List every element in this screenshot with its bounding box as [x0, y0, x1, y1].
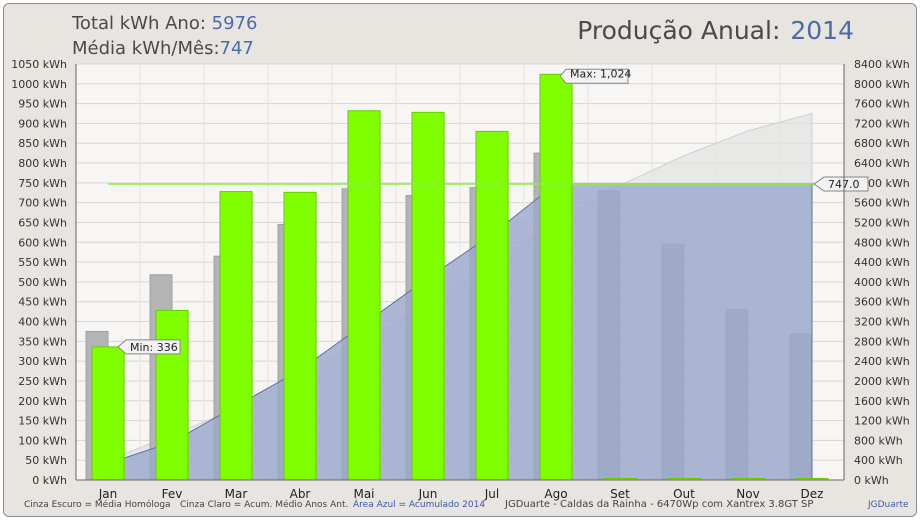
- x-tick-jul: Jul: [484, 487, 499, 501]
- total-kwh-value: 5976: [211, 13, 258, 34]
- y-left-tick: 750 kWh: [18, 177, 67, 190]
- y-right-tick: 4000 kWh: [854, 276, 910, 289]
- y-right-tick: 6400 kWh: [854, 157, 910, 170]
- y-left-tick: 1050 kWh: [11, 58, 67, 71]
- max-callout: [559, 68, 629, 84]
- y-right-tick: 3200 kWh: [854, 316, 910, 329]
- y-right-tick: 7200 kWh: [854, 117, 910, 130]
- y-left-tick: 600 kWh: [18, 236, 67, 249]
- green-bar-fev: [155, 309, 189, 481]
- legend-blue-area: Área Azul = Acumulado 2014: [353, 500, 486, 510]
- green-bar-ago: [539, 73, 573, 481]
- y-left-tick: 150 kWh: [18, 415, 67, 428]
- y-left-tick: 450 kWh: [18, 296, 67, 309]
- y-right-tick: 7600 kWh: [854, 98, 910, 111]
- green-bar-mar: [219, 191, 253, 481]
- y-left-tick: 900 kWh: [18, 117, 67, 130]
- x-tick-set: Set: [610, 487, 630, 501]
- y-right-tick: 800 kWh: [854, 434, 903, 447]
- y-left-tick: 800 kWh: [18, 157, 67, 170]
- min-callout: [117, 339, 181, 355]
- y-left-tick: 400 kWh: [18, 316, 67, 329]
- x-tick-dez: Dez: [801, 487, 824, 501]
- y-left-tick: 50 kWh: [25, 454, 67, 467]
- x-tick-abr: Abr: [290, 487, 311, 501]
- y-left-tick: 200 kWh: [18, 395, 67, 408]
- y-left-tick: 100 kWh: [18, 434, 67, 447]
- y-left-tick: 850 kWh: [18, 137, 67, 150]
- y-left-tick: 250 kWh: [18, 375, 67, 388]
- y-right-tick: 8400 kWh: [854, 58, 910, 71]
- y-left-tick: 550 kWh: [18, 256, 67, 269]
- y-right-tick: 0 kWh: [854, 474, 889, 487]
- chart-title: Produção Anual: 2014: [577, 16, 854, 45]
- y-right-tick: 2000 kWh: [854, 375, 910, 388]
- chart-title-year: 2014: [790, 16, 854, 45]
- y-right-tick: 4800 kWh: [854, 236, 910, 249]
- avg-kwh-label: Média kWh/Mês:: [72, 38, 220, 59]
- x-tick-jan: Jan: [98, 487, 118, 501]
- y-right-tick: 8000 kWh: [854, 78, 910, 91]
- legend-light-gray: Cinza Claro = Acum. Médio Anos Ant.: [180, 500, 349, 510]
- avg-kwh-value: 747: [219, 38, 254, 59]
- y-right-tick: 400 kWh: [854, 454, 903, 467]
- legend-dark-gray: Cinza Escuro = Média Homóloga: [24, 500, 171, 510]
- green-bar-jan: [91, 346, 125, 481]
- author-label: JGDuarte: [868, 500, 909, 510]
- y-left-tick: 1000 kWh: [11, 78, 67, 91]
- system-info: JGDuarte - Caldas da Rainha - 6470Wp com…: [505, 499, 814, 510]
- x-tick-nov: Nov: [736, 487, 759, 501]
- green-bar-mai: [347, 110, 381, 481]
- y-left-tick: 700 kWh: [18, 197, 67, 210]
- y-left-tick: 500 kWh: [18, 276, 67, 289]
- y-right-tick: 4400 kWh: [854, 256, 910, 269]
- total-kwh-year: Total kWh Ano: 5976: [72, 13, 257, 34]
- y-left-tick: 300 kWh: [18, 355, 67, 368]
- min-label: Min: 336: [130, 341, 178, 354]
- y-right-tick: 5200 kWh: [854, 216, 910, 229]
- x-tick-ago: Ago: [544, 487, 567, 501]
- y-right-tick: 2400 kWh: [854, 355, 910, 368]
- green-bar-jul: [475, 130, 509, 481]
- y-right-tick: 1200 kWh: [854, 415, 910, 428]
- x-tick-fev: Fev: [162, 487, 183, 501]
- y-right-tick: 2800 kWh: [854, 335, 910, 348]
- green-bar-jun: [411, 111, 445, 481]
- x-tick-jun: Jun: [418, 487, 438, 501]
- y-right-tick: 6800 kWh: [854, 137, 910, 150]
- avg-kwh-month: Média kWh/Mês:747: [72, 38, 254, 59]
- x-tick-mai: Mai: [353, 487, 374, 501]
- average-callout: [813, 176, 869, 192]
- y-left-tick: 950 kWh: [18, 98, 67, 111]
- y-left-tick: 0 kWh: [32, 474, 67, 487]
- x-tick-mar: Mar: [225, 487, 248, 501]
- chart-title-label: Produção Anual:: [577, 16, 781, 45]
- max-label: Max: 1,024: [570, 67, 631, 80]
- y-right-tick: 3600 kWh: [854, 296, 910, 309]
- y-left-tick: 350 kWh: [18, 335, 67, 348]
- y-right-tick: 1600 kWh: [854, 395, 910, 408]
- total-kwh-label: Total kWh Ano:: [72, 13, 206, 34]
- x-tick-out: Out: [673, 487, 695, 501]
- y-right-tick: 5600 kWh: [854, 197, 910, 210]
- green-bar-abr: [283, 191, 317, 481]
- y-left-tick: 650 kWh: [18, 216, 67, 229]
